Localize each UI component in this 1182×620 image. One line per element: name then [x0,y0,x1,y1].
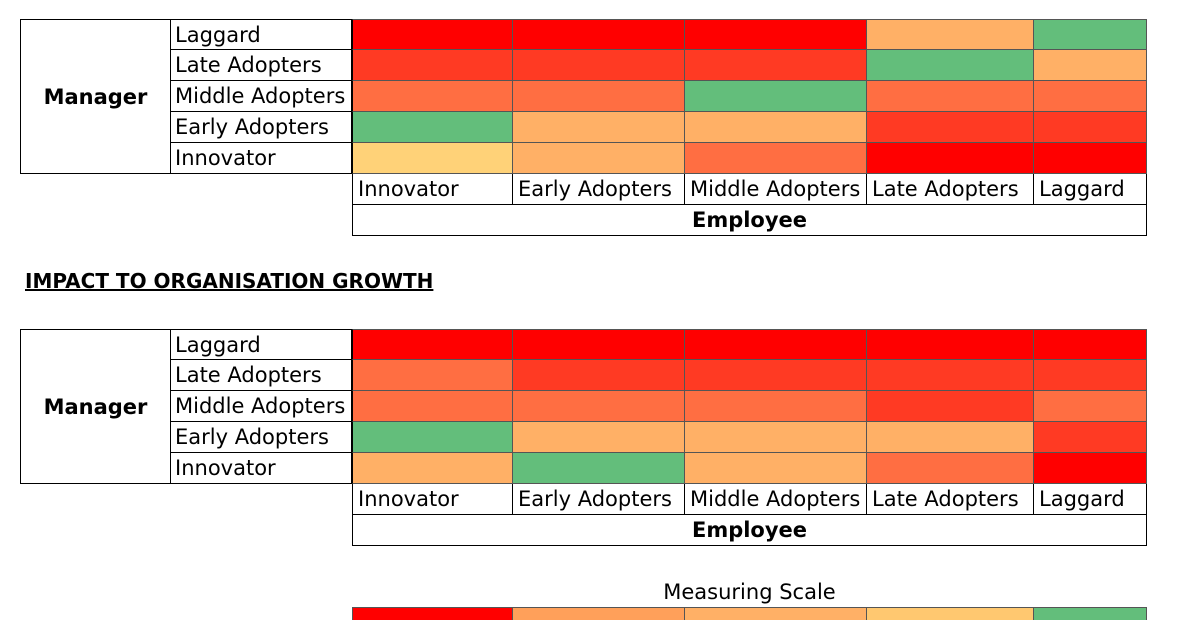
matrix-chart: Manager Laggard Late Adopters Middle Adopte… [20,19,1147,237]
scale-swatch [352,607,513,620]
heatmap-cell [685,19,867,50]
section-title: IMPACT TO ORGANISATION GROWTH [25,269,434,293]
heatmap-cell [685,391,867,422]
y-axis-title: Manager [20,19,171,174]
scale-swatch [513,607,685,620]
heatmap-cell [867,81,1034,112]
y-tick-label: Innovator [170,453,352,484]
heatmap-cell [513,391,685,422]
x-tick-label: Innovator [352,174,513,205]
y-tick-label: Early Adopters [170,112,352,143]
x-tick-label: Middle Adopters [685,484,867,515]
heatmap-cell [352,329,513,360]
heatmap-cell [513,422,685,453]
heatmap-cell [1034,453,1147,484]
y-axis-title: Manager [20,329,171,484]
x-tick-label: Late Adopters [867,174,1034,205]
heatmap-cell [513,453,685,484]
heatmap-cell [867,422,1034,453]
x-tick-label: Late Adopters [867,484,1034,515]
heatmap-cell [685,112,867,143]
y-tick-label: Middle Adopters [170,81,352,112]
heatmap-cell [685,329,867,360]
heatmap-cell [685,453,867,484]
y-tick-label: Laggard [170,329,352,360]
heatmap-cell [352,19,513,50]
x-axis-title: Employee [352,515,1147,546]
x-tick-label: Innovator [352,484,513,515]
y-tick-label: Early Adopters [170,422,352,453]
impact-matrix-chart: Manager Laggard Late Adopters Middle Adopte… [20,329,1147,547]
heatmap-cell [513,112,685,143]
heatmap-cell [513,19,685,50]
heatmap-cell [1034,329,1147,360]
heatmap-cell [352,112,513,143]
heatmap-cell [1034,422,1147,453]
heatmap-cell [685,143,867,174]
scale-swatch [1034,607,1147,620]
scale-swatch [867,607,1034,620]
heatmap-cell [352,143,513,174]
x-tick-label: Laggard [1034,174,1147,205]
heatmap-cell [867,329,1034,360]
heatmap-cell [1034,391,1147,422]
heatmap-cell [513,81,685,112]
heatmap-cell [1034,19,1147,50]
y-tick-label: Middle Adopters [170,391,352,422]
heatmap-cell [352,453,513,484]
heatmap-cell [513,329,685,360]
measuring-scale-title: Measuring Scale [663,580,836,604]
heatmap-cell [685,360,867,391]
y-tick-label: Innovator [170,143,352,174]
y-tick-label: Late Adopters [170,50,352,81]
heatmap-cell [513,360,685,391]
heatmap-cell [867,453,1034,484]
heatmap-cell [352,81,513,112]
heatmap-cell [685,50,867,81]
heatmap-cell [1034,81,1147,112]
heatmap-cell [352,422,513,453]
heatmap-cell [867,112,1034,143]
heatmap-cell [1034,143,1147,174]
measuring-scale [352,607,1147,620]
x-tick-label: Early Adopters [513,174,685,205]
heatmap-cell [1034,50,1147,81]
x-tick-label: Middle Adopters [685,174,867,205]
heatmap-cell [685,81,867,112]
x-tick-label: Laggard [1034,484,1147,515]
heatmap-cell [867,391,1034,422]
heatmap-cell [352,50,513,81]
heatmap-cell [1034,112,1147,143]
heatmap-cell [513,143,685,174]
heatmap-cell [685,422,867,453]
x-axis-title: Employee [352,205,1147,236]
heatmap-cell [867,360,1034,391]
y-tick-label: Laggard [170,19,352,50]
heatmap-cell [352,391,513,422]
heatmap-cell [352,360,513,391]
heatmap-cell [1034,360,1147,391]
heatmap-cell [867,50,1034,81]
x-tick-label: Early Adopters [513,484,685,515]
heatmap-cell [867,19,1034,50]
heatmap-cell [867,143,1034,174]
heatmap-cell [513,50,685,81]
y-tick-label: Late Adopters [170,360,352,391]
scale-swatch [685,607,867,620]
